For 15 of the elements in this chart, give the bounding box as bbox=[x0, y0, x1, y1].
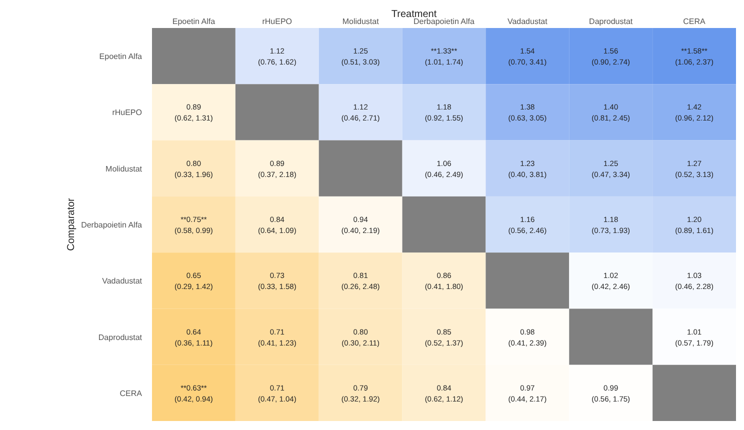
x-tick-label: Vadadustat bbox=[507, 17, 548, 26]
x-tick-label: Epoetin Alfa bbox=[172, 17, 216, 26]
y-tick-label: rHuEPO bbox=[112, 108, 142, 118]
y-axis-title: Comparator bbox=[66, 197, 77, 251]
y-tick-label: Epoetin Alfa bbox=[99, 52, 143, 62]
x-tick-label: CERA bbox=[683, 17, 706, 26]
x-tick-label: Daprodustat bbox=[589, 17, 634, 26]
x-tick-label: Derbapoietin Alfa bbox=[414, 17, 476, 26]
y-tick-label: Derbapoietin Alfa bbox=[81, 220, 143, 230]
y-tick-label: CERA bbox=[120, 388, 143, 398]
y-tick-label: Vadadustat bbox=[102, 276, 143, 286]
x-tick-label: rHuEPO bbox=[262, 17, 292, 26]
y-tick-label: Molidustat bbox=[106, 164, 143, 174]
x-tick-label: Molidustat bbox=[342, 17, 380, 26]
y-tick-label: Daprodustat bbox=[98, 332, 143, 342]
